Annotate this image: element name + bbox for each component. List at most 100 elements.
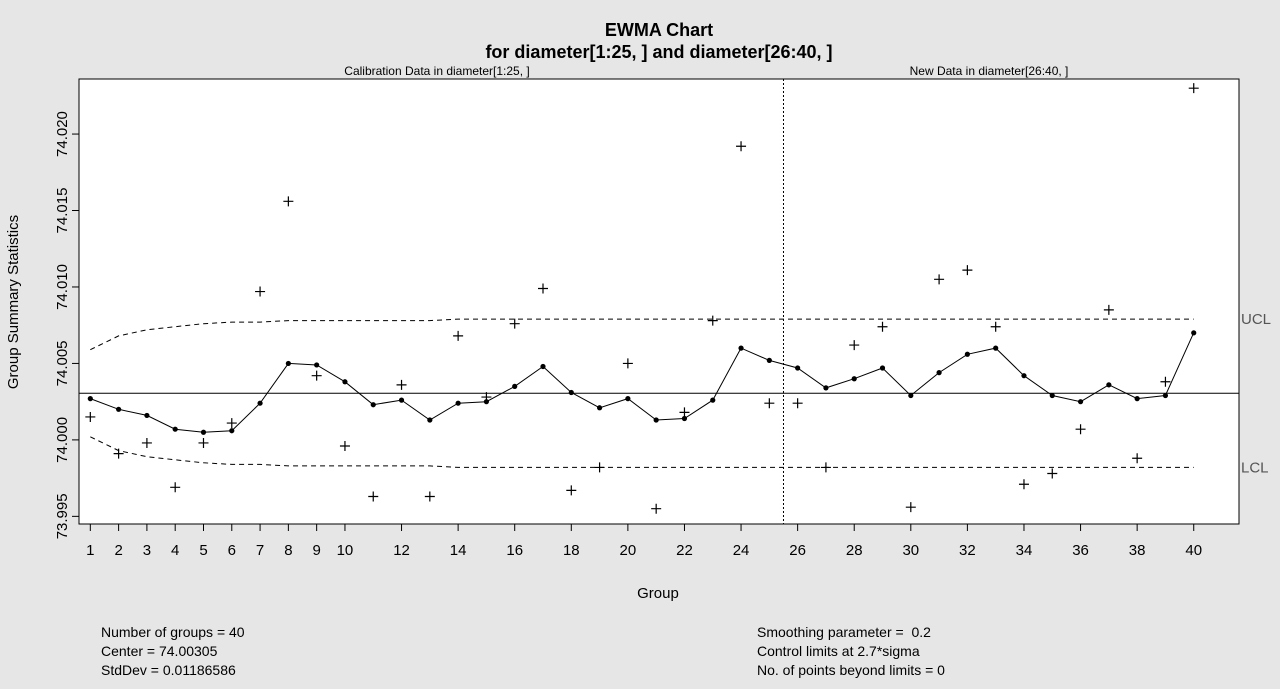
statistic-point	[962, 265, 973, 276]
ewma-point	[1106, 382, 1112, 388]
statistic-point	[113, 448, 124, 459]
y-axis-label: Group Summary Statistics	[5, 215, 22, 389]
stat-number-of-groups: Number of groups = 40	[101, 624, 245, 640]
statistic-point	[651, 503, 662, 514]
statistic-point	[934, 274, 945, 285]
lcl-label: LCL	[1241, 459, 1269, 476]
y-tick-label: 73.995	[54, 493, 71, 539]
x-tick-label: 12	[393, 542, 410, 559]
x-tick-label: 24	[733, 542, 750, 559]
ewma-point	[285, 360, 291, 367]
statistic-point	[679, 407, 690, 418]
y-tick-label: 74.010	[54, 264, 71, 310]
ewma-point	[823, 385, 829, 391]
x-tick-label: 9	[312, 542, 320, 559]
ewma-point	[993, 345, 999, 351]
statistic-point	[141, 437, 152, 448]
y-tick-label: 74.000	[54, 417, 71, 463]
statistic-point	[736, 141, 747, 152]
ewma-point	[398, 397, 405, 403]
ewma-line	[90, 332, 1195, 433]
stats-left: Number of groups = 40 Center = 74.00305 …	[101, 623, 245, 680]
x-tick-label: 36	[1072, 542, 1089, 559]
statistic-point	[368, 491, 379, 502]
statistic-point	[481, 392, 492, 403]
statistic-point	[283, 196, 294, 207]
ewma-point	[257, 400, 263, 406]
statistic-point	[1075, 424, 1086, 435]
x-tick-label: 16	[506, 542, 523, 559]
x-tick-label: 3	[143, 542, 151, 559]
x-tick-label: 26	[789, 542, 806, 559]
y-tick-label: 74.020	[54, 111, 71, 157]
x-tick-label: 30	[902, 542, 919, 559]
x-tick-label: 7	[256, 542, 264, 559]
statistic-point	[226, 418, 237, 429]
ewma-point	[936, 370, 942, 376]
x-tick-label: 40	[1185, 542, 1202, 559]
ewma-point	[116, 406, 122, 412]
x-tick-label: 6	[228, 542, 236, 559]
statistic-point	[1047, 468, 1058, 479]
statistic-point	[707, 315, 718, 326]
stat-beyond-limits: No. of points beyond limits = 0	[757, 662, 945, 678]
new-data-label: New Data in diameter[26:40, ]	[910, 64, 1069, 78]
y-tick-label: 74.015	[54, 188, 71, 234]
ewma-point	[596, 405, 603, 411]
ewma-point	[342, 379, 348, 385]
ewma-point	[681, 415, 688, 422]
ewma-point	[851, 376, 857, 382]
ewma-point	[1021, 373, 1027, 379]
statistic-point	[424, 491, 435, 502]
ewma-point	[1134, 396, 1140, 402]
statistic-point	[170, 482, 181, 493]
x-tick-label: 2	[114, 542, 122, 559]
ewma-point	[172, 426, 178, 432]
x-tick-label: 5	[199, 542, 207, 559]
ewma-point	[653, 417, 659, 423]
stat-stddev: StdDev = 0.01186586	[101, 662, 236, 678]
ewma-point	[455, 400, 461, 406]
ewma-point	[200, 429, 207, 435]
ewma-point	[908, 392, 914, 399]
statistic-point	[1018, 479, 1029, 490]
x-tick-label: 8	[284, 542, 292, 559]
ewma-point	[710, 397, 716, 403]
statistic-point	[820, 462, 831, 473]
x-tick-label: 4	[171, 542, 179, 559]
plot-area	[78, 78, 1240, 525]
ewma-point	[1162, 392, 1169, 399]
statistic-point	[198, 437, 209, 448]
stat-control-limits: Control limits at 2.7*sigma	[757, 643, 920, 659]
statistic-point	[622, 358, 633, 369]
statistic-point	[1160, 376, 1171, 387]
ewma-point	[427, 417, 433, 423]
statistic-point	[990, 321, 1001, 332]
ewma-point	[540, 363, 546, 370]
ewma-point	[964, 351, 970, 357]
ewma-point	[1049, 392, 1055, 399]
statistic-point	[877, 321, 888, 332]
x-tick-label: 20	[620, 542, 637, 559]
x-tick-label: 1	[86, 542, 94, 559]
y-tick-label: 74.005	[54, 340, 71, 386]
statistic-point	[1103, 304, 1114, 315]
ewma-point	[1191, 330, 1197, 336]
statistic-point	[905, 502, 916, 513]
statistic-point	[311, 370, 322, 381]
statistic-point	[594, 462, 605, 473]
x-tick-label: 10	[337, 542, 354, 559]
chart-title: EWMA Chart	[605, 20, 713, 40]
ewma-point	[314, 362, 320, 368]
stats-right: Smoothing parameter = 0.2 Control limits…	[757, 623, 945, 680]
x-tick-label: 14	[450, 542, 467, 559]
statistic-point	[396, 379, 407, 390]
ewma-point	[568, 389, 574, 396]
x-tick-label: 38	[1129, 542, 1146, 559]
stat-smoothing: Smoothing parameter = 0.2	[757, 624, 931, 640]
ewma-point	[625, 396, 631, 402]
statistic-point	[85, 411, 96, 422]
chart-subtitle: for diameter[1:25, ] and diameter[26:40,…	[485, 42, 832, 62]
x-tick-label: 34	[1016, 542, 1033, 559]
